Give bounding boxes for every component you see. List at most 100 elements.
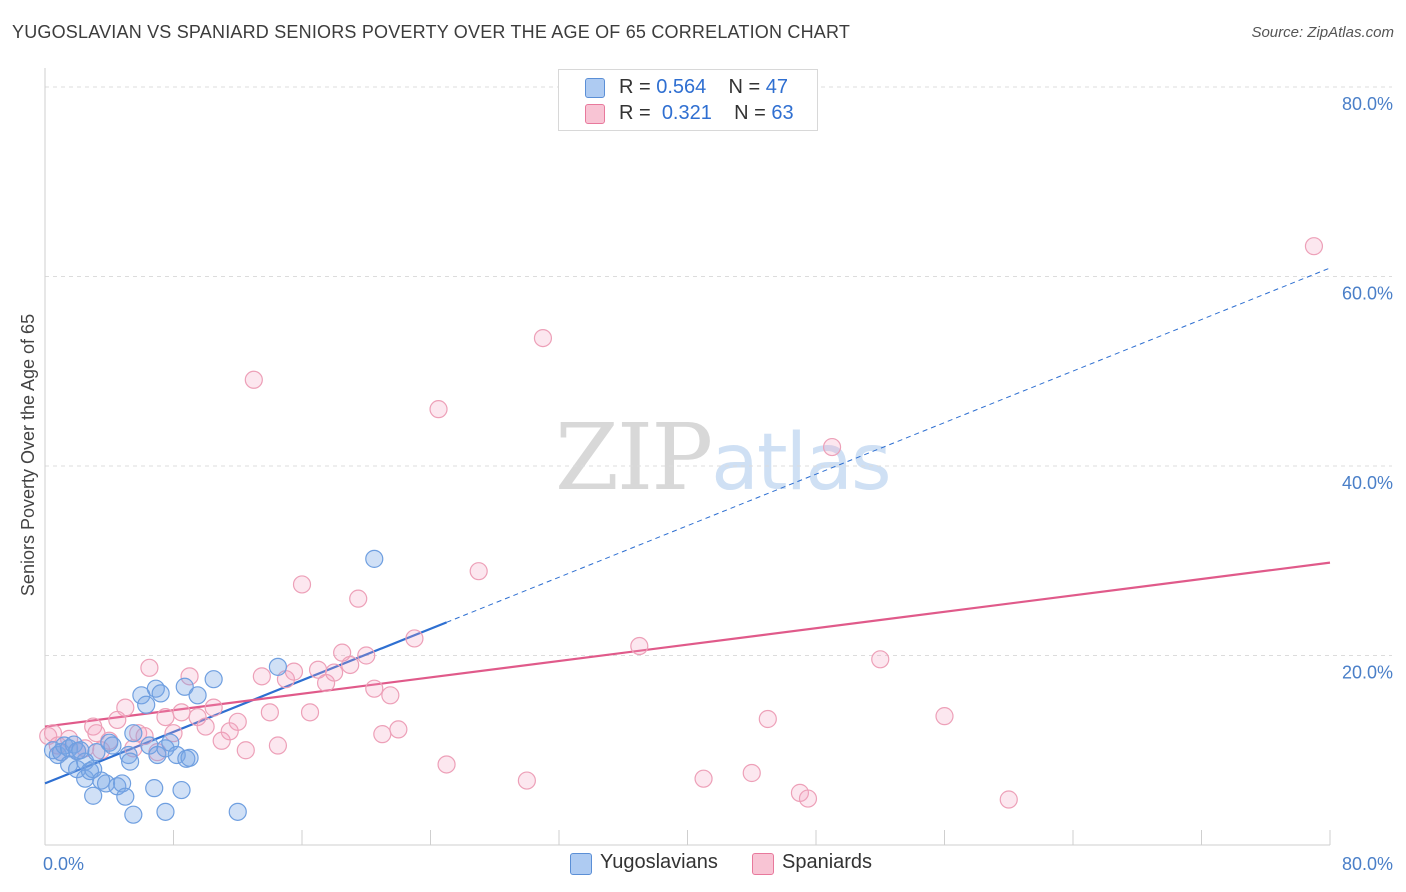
yugoslavian-point xyxy=(204,670,223,689)
yugoslavian-point xyxy=(84,786,103,805)
yugoslavian-point xyxy=(119,745,138,765)
spaniard-point xyxy=(517,771,536,790)
bottom-legend-label-spaniards: Spaniards xyxy=(782,851,873,873)
yugoslavian-point xyxy=(116,787,135,806)
spaniard-point xyxy=(357,646,376,665)
yugoslavian-point xyxy=(365,549,384,568)
spaniard-point xyxy=(252,667,271,686)
spaniard-point xyxy=(300,703,320,722)
spaniard-point xyxy=(373,725,392,744)
spaniard-point xyxy=(180,667,199,686)
spaniard-point xyxy=(758,709,777,729)
spaniard-point xyxy=(236,741,255,760)
spaniard-point xyxy=(469,562,488,581)
spaniard-point xyxy=(228,712,247,731)
legend-r-label: R = xyxy=(619,102,651,124)
watermark-atlas: atlas xyxy=(711,418,891,508)
yugoslavian-point xyxy=(180,748,199,767)
y-tick-label: 60.0% xyxy=(1342,284,1393,304)
legend-swatch-spaniards xyxy=(585,104,605,124)
legend-r-label: R = xyxy=(619,76,651,98)
y-axis-title: Seniors Poverty Over the Age of 65 xyxy=(18,314,38,596)
spaniard-point xyxy=(999,790,1018,809)
spaniard-point xyxy=(292,575,312,594)
legend-n-value: 47 xyxy=(765,76,789,98)
spaniard-point xyxy=(533,328,553,348)
spaniard-point xyxy=(39,726,58,746)
legend-r-value: 0.321 xyxy=(661,102,712,124)
zipatlas-watermark: ZIPatlas xyxy=(555,404,892,511)
yugoslavian-point xyxy=(103,736,122,755)
x-tick-label: 0.0% xyxy=(43,854,84,874)
spaniard-point xyxy=(405,629,424,648)
legend-r-value: 0.564 xyxy=(656,76,707,98)
yugoslavian-point xyxy=(156,802,175,821)
yugoslavian-point xyxy=(96,774,116,793)
spaniard-point xyxy=(156,707,175,727)
spaniard-point xyxy=(935,707,954,726)
spaniard-point xyxy=(204,698,223,717)
yugoslavian-point xyxy=(175,677,194,696)
bottom-legend-swatch-spaniards xyxy=(752,853,774,875)
yugoslavian-point xyxy=(124,805,143,824)
yugoslavian-point xyxy=(137,695,156,714)
legend-n-value: 63 xyxy=(771,102,794,124)
spaniard-point xyxy=(389,720,408,739)
spaniard-point xyxy=(1304,237,1324,256)
legend-text-yugoslavians: R = 0.564 N = 47 xyxy=(619,76,788,99)
spaniard-point xyxy=(268,736,288,755)
tick-labels: 20.0% 40.0% 60.0% 80.0% 0.0% 80.0% Seniors Pov… xyxy=(18,94,1393,874)
spaniard-point xyxy=(325,663,344,682)
data-points xyxy=(39,237,1324,824)
spaniard-point xyxy=(140,658,159,677)
spaniard-trend-line xyxy=(44,561,1331,728)
spaniard-point xyxy=(172,703,191,722)
x-tick-label: 80.0% xyxy=(1342,854,1393,874)
correlation-legend: R = 0.564 N = 47 R = 0.321 N = 63 xyxy=(558,69,818,131)
yugoslavian-point xyxy=(156,739,175,758)
y-tick-label: 20.0% xyxy=(1342,663,1393,683)
yugoslavian-point xyxy=(124,724,143,743)
watermark-zip: ZIP xyxy=(555,404,713,511)
yugoslavian-point xyxy=(100,733,119,752)
yugoslavian-point xyxy=(71,741,90,760)
spaniard-point xyxy=(135,726,154,746)
trend-lines xyxy=(44,267,1331,785)
spaniard-point xyxy=(822,437,842,457)
spaniard-point xyxy=(742,763,761,783)
axes xyxy=(44,68,1331,846)
spaniard-point xyxy=(116,698,135,717)
spaniard-point xyxy=(284,662,304,681)
spaniard-point xyxy=(694,769,713,788)
y-tick-label: 80.0% xyxy=(1342,94,1393,114)
yugoslavian-point xyxy=(172,780,191,800)
legend-text-spaniards: R = 0.321 N = 63 xyxy=(619,102,794,125)
legend-n-label: N = xyxy=(728,76,761,98)
yugoslavian-trend-line xyxy=(44,621,447,785)
spaniard-point xyxy=(381,686,400,705)
spaniard-point xyxy=(164,724,183,743)
source-label: Source: ZipAtlas.com xyxy=(1251,24,1394,41)
yugoslavian-point xyxy=(92,771,111,790)
spaniard-point xyxy=(349,589,368,608)
yugoslavian-trend-extension xyxy=(446,267,1331,623)
spaniard-point xyxy=(798,789,818,808)
yugoslavian-point xyxy=(121,752,140,771)
spaniard-point xyxy=(260,703,279,722)
yugoslavian-point xyxy=(188,686,207,705)
spaniard-point xyxy=(630,636,649,656)
chart-title: YUGOSLAVIAN VS SPANIARD SENIORS POVERTY … xyxy=(12,22,851,42)
yugoslavian-point xyxy=(151,684,170,703)
spaniard-point xyxy=(365,679,384,698)
legend-n-label: N = xyxy=(734,102,766,124)
legend-swatch-yugoslavians xyxy=(585,78,605,98)
spaniard-point xyxy=(244,370,263,389)
spaniard-point xyxy=(196,717,215,736)
yugoslavian-point xyxy=(268,657,288,676)
bottom-legend-label-yugoslavians: Yugoslavians xyxy=(600,851,718,873)
yugoslavian-point xyxy=(145,779,164,798)
gridlines xyxy=(45,86,1392,656)
y-tick-label: 40.0% xyxy=(1342,473,1393,493)
yugoslavian-point xyxy=(228,802,247,821)
